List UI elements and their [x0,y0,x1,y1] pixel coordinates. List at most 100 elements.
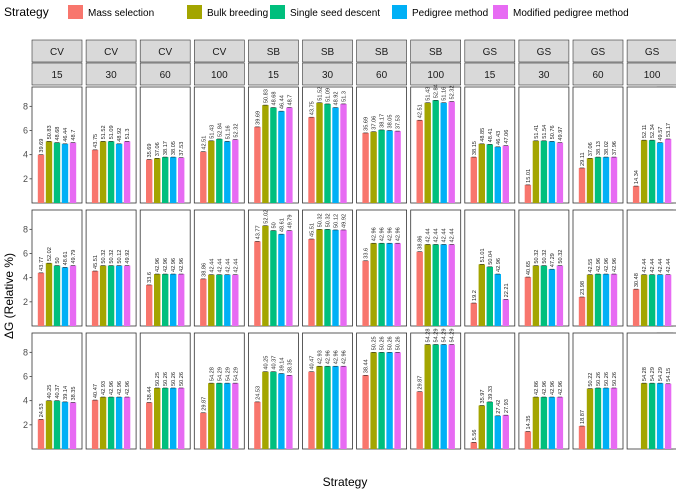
bar [115,397,123,449]
column-strip-sublabel: 60 [160,70,172,81]
bar [432,344,439,449]
value-label: 29.87 [201,397,207,411]
column-strip-bottom [302,62,353,86]
value-label: 50.25 [155,372,161,386]
bar [640,383,648,449]
bar [270,230,277,326]
value-label: 51.52 [101,125,107,139]
bar [61,267,69,326]
value-label: 42.44 [209,259,215,273]
value-label: 38.44 [147,386,153,400]
bar [162,157,169,203]
bar [532,265,540,326]
value-label: 15.01 [526,169,532,183]
bar [53,400,61,449]
bar [394,131,401,203]
bar [494,415,501,449]
bar [532,140,540,203]
bar [340,103,347,203]
bar [502,415,509,449]
bar [440,244,447,326]
bar [394,243,401,326]
bar [91,149,99,203]
value-label: 42.44 [233,259,239,273]
bar [494,274,501,326]
bar [556,142,564,203]
value-label: 14.35 [526,415,532,429]
value-label: 33.6 [147,272,153,283]
column-strip-bottom [572,62,624,86]
value-label: 42.44 [658,259,664,273]
bar [478,405,485,449]
column-strip-bottom [31,62,83,86]
value-label: 51.09 [109,125,115,139]
bar [610,274,618,326]
bar [540,397,548,449]
bar [640,140,648,203]
bar [602,157,610,203]
y-tick-label: 4 [23,150,28,160]
value-label: 40.47 [93,384,99,398]
value-label: 42.96 [334,350,340,364]
value-label: 50.12 [117,250,123,264]
bar [524,184,532,203]
value-label: 51.09 [326,88,332,102]
value-label: 49.79 [71,250,77,264]
value-label: 38.05 [171,141,177,155]
bar [123,265,131,326]
value-label: 48.92 [117,128,123,142]
bar [91,271,99,326]
bar [602,274,610,326]
value-label: 42.96 [125,381,131,395]
value-label: 42.96 [372,227,378,241]
bar [602,387,610,449]
value-label: 42.44 [426,228,432,242]
value-label: 47.29 [550,253,556,267]
bar [208,140,215,203]
value-label: 42.96 [326,350,332,364]
bar [540,140,548,203]
bar [362,132,369,203]
value-label: 38.44 [364,359,370,373]
value-label: 37.06 [588,142,594,156]
bar [232,139,239,203]
legend-key-3 [270,5,285,19]
bar [394,352,401,449]
value-label: 48.92 [334,92,340,106]
bar [146,402,153,449]
y-tick-label: 8 [23,224,28,234]
value-label: 54.29 [434,328,440,342]
bar [578,167,586,203]
value-label: 54.29 [225,367,231,381]
bar [162,274,169,326]
bar [332,107,339,203]
bar [370,352,377,449]
value-label: 50.26 [596,372,602,386]
value-label: 5.56 [472,429,478,440]
value-label: 40.37 [271,356,277,370]
column-strip-top [31,39,83,63]
bar [486,266,493,326]
value-label: 48.61 [279,218,285,232]
value-label: 51.3 [342,91,348,102]
bar [99,397,107,449]
value-label: 40.65 [526,261,532,275]
bar [362,260,369,326]
value-label: 38.35 [287,359,293,373]
bar [478,143,485,203]
column-strip-label: CV [212,47,226,58]
column-strip-sublabel: 15 [51,70,63,81]
bar [254,126,261,203]
value-label: 54.29 [233,367,239,381]
y-tick-label: 8 [23,347,28,357]
bar [632,289,640,326]
bar [107,397,115,449]
y-tick-label: 6 [23,249,28,259]
value-label: 49.57 [658,127,664,141]
value-label: 50.26 [604,372,610,386]
value-label: 47.06 [504,130,510,144]
bar [432,244,439,326]
bar [200,151,207,203]
value-label: 40.47 [310,356,316,370]
bar [208,383,215,449]
